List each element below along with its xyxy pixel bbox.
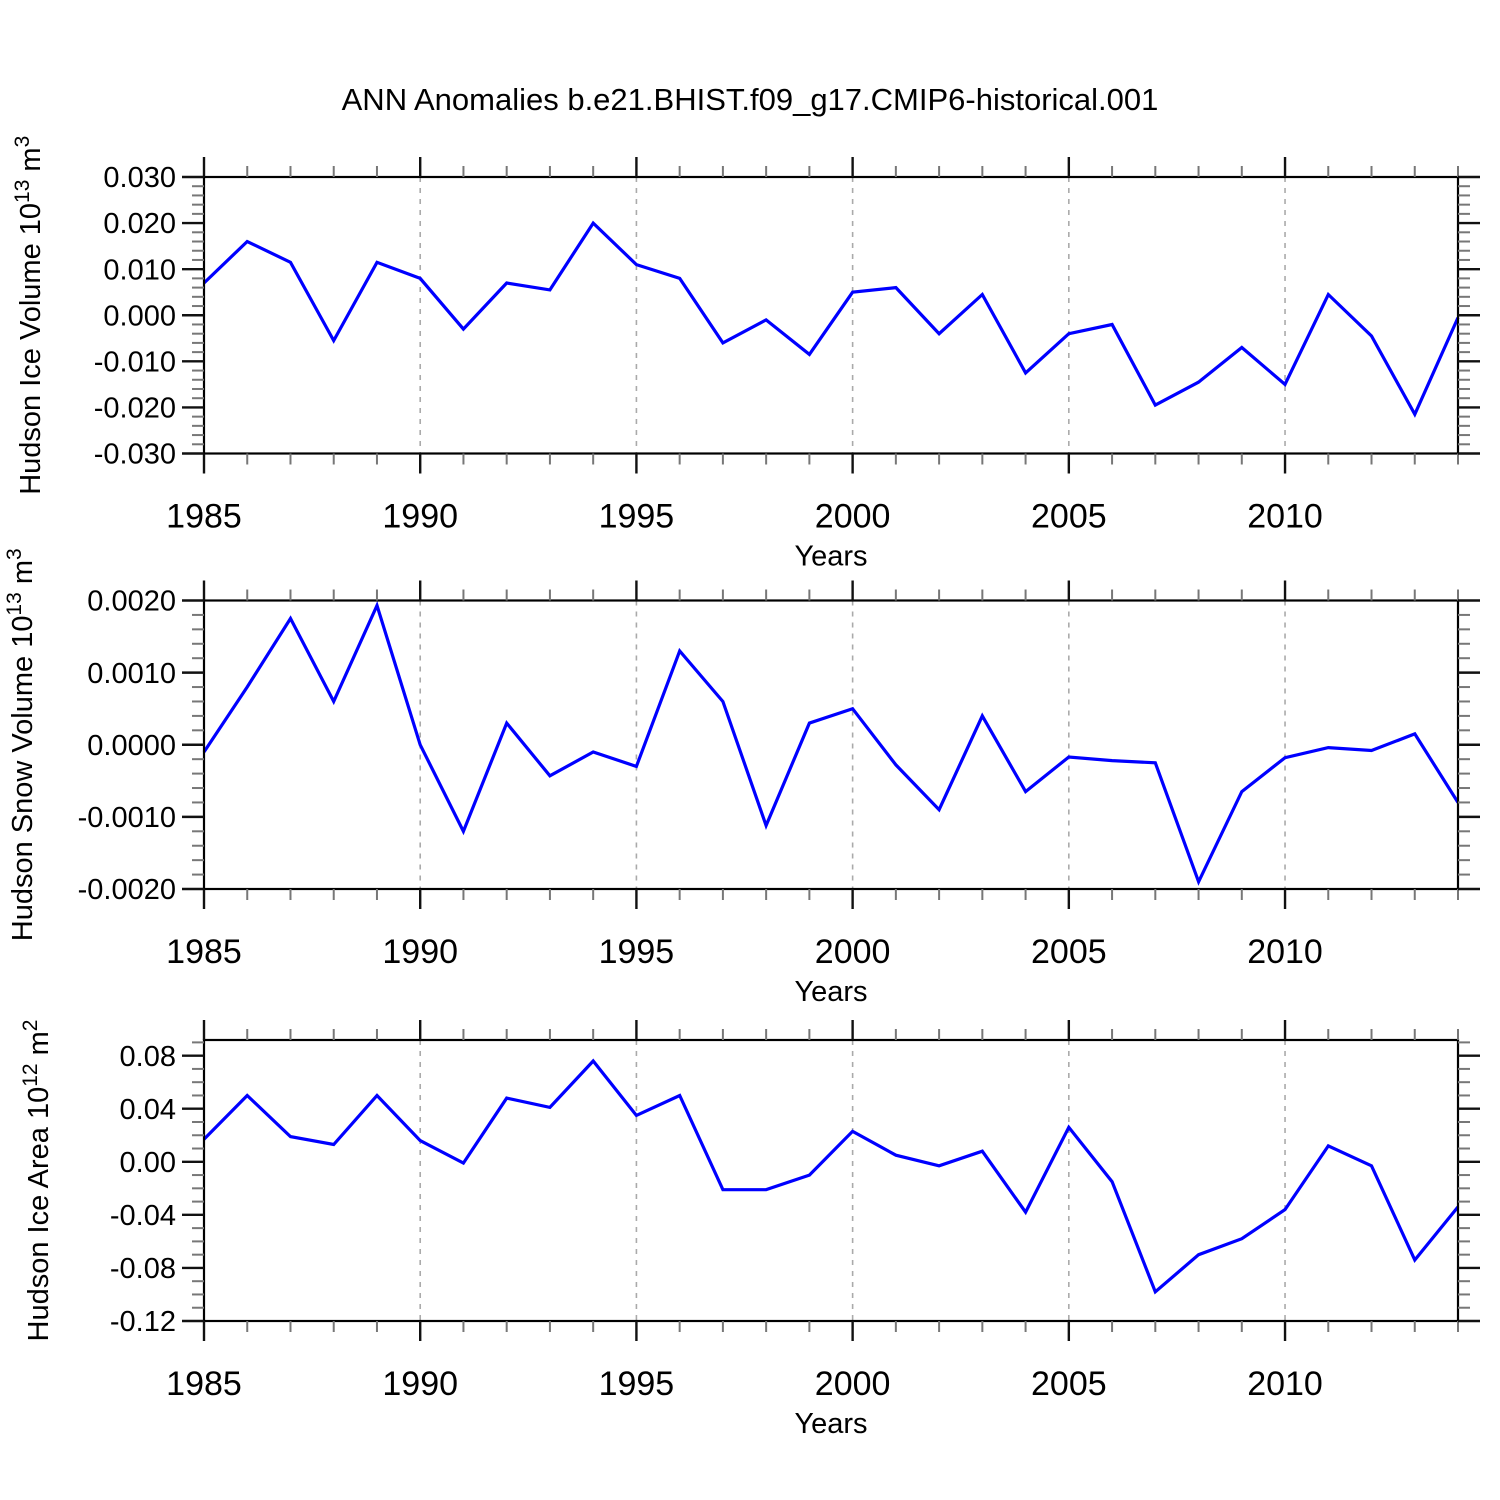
y-axis-title-part: Hudson Snow Volume 10 bbox=[7, 616, 39, 942]
x-axis-title: Years bbox=[794, 1408, 867, 1440]
y-axis-title-sup: 2 bbox=[19, 1020, 42, 1032]
y-tick-label: 0.000 bbox=[103, 300, 176, 332]
y-axis-title: Hudson Snow Volume 1013 m3 bbox=[3, 548, 39, 941]
x-tick-label: 2010 bbox=[1247, 933, 1323, 971]
y-tick-label: -0.08 bbox=[110, 1253, 176, 1285]
y-tick-label: 0.030 bbox=[103, 162, 176, 194]
x-tick-label: 2000 bbox=[815, 933, 891, 971]
x-axis-title: Years bbox=[794, 541, 867, 573]
y-tick-label: 0.0010 bbox=[87, 658, 176, 690]
x-tick-label: 1990 bbox=[382, 1365, 458, 1403]
snow-volume-line bbox=[202, 600, 1460, 886]
y-tick-label: -0.030 bbox=[94, 439, 176, 471]
x-tick-label: 2010 bbox=[1247, 498, 1323, 536]
snow-volume-frame bbox=[202, 599, 1460, 891]
y-axis-title-sup: 3 bbox=[3, 548, 26, 560]
x-axis-title: Years bbox=[794, 976, 867, 1008]
ice-volume-line bbox=[202, 220, 1460, 418]
y-axis-title-sup: 12 bbox=[19, 1063, 42, 1086]
y-axis-title-part: Hudson Ice Volume 10 bbox=[15, 203, 47, 495]
y-tick-label: -0.0010 bbox=[78, 802, 176, 834]
y-tick-label: -0.12 bbox=[110, 1306, 176, 1338]
x-tick-label: 2000 bbox=[815, 498, 891, 536]
x-tick-label: 1985 bbox=[166, 498, 242, 536]
y-axis-title-part: m bbox=[23, 1031, 55, 1063]
y-axis-title: Hudson Ice Area 1012 m2 bbox=[19, 1020, 55, 1342]
y-tick-label: -0.0020 bbox=[78, 874, 176, 906]
panel-snow-volume: 1985 1990 1995 2000 2005 2010 Years -0.0020 -0.0… bbox=[3, 548, 1480, 1008]
y-tick-label: 0.020 bbox=[103, 208, 176, 240]
y-axis-title-sup: 13 bbox=[11, 180, 34, 203]
chart-title: ANN Anomalies b.e21.BHIST.f09_g17.CMIP6-… bbox=[341, 82, 1159, 117]
x-tick-label: 1985 bbox=[166, 933, 242, 971]
x-tick-label: 2005 bbox=[1031, 1365, 1107, 1403]
y-axis-title-sup: 13 bbox=[3, 592, 26, 615]
y-axis-title-part: m bbox=[15, 147, 47, 179]
y-axis-title-part: Hudson Ice Area 10 bbox=[23, 1087, 55, 1342]
y-tick-label: -0.020 bbox=[94, 393, 176, 425]
x-tick-label: 1995 bbox=[599, 1365, 675, 1403]
panel-ice-area: 1985 1990 1995 2000 2005 2010 Years -0.12 -0.08 -… bbox=[19, 1020, 1480, 1440]
x-tick-label: 1990 bbox=[382, 498, 458, 536]
y-tick-label: 0.0000 bbox=[87, 730, 176, 762]
panel-ice-volume: 1985 1990 1995 2000 2005 2010 Years -0.030 -0.02… bbox=[11, 136, 1480, 573]
ice-area-frame bbox=[202, 1038, 1460, 1323]
x-tick-label: 2010 bbox=[1247, 1365, 1323, 1403]
ice-volume-frame bbox=[202, 175, 1460, 455]
ice-area-line bbox=[202, 1058, 1460, 1295]
x-tick-label: 2000 bbox=[815, 1365, 891, 1403]
y-tick-label: -0.010 bbox=[94, 346, 176, 378]
y-axis-title: Hudson Ice Volume 1013 m3 bbox=[11, 136, 47, 495]
x-tick-label: 1990 bbox=[382, 933, 458, 971]
x-tick-label: 2005 bbox=[1031, 933, 1107, 971]
x-tick-label: 1995 bbox=[599, 498, 675, 536]
y-axis-title-sup: 3 bbox=[11, 136, 34, 148]
y-axis-title-part: m bbox=[7, 560, 39, 592]
y-tick-label: 0.04 bbox=[120, 1094, 176, 1126]
y-tick-label: 0.010 bbox=[103, 254, 176, 286]
y-tick-label: 0.0020 bbox=[87, 586, 176, 618]
y-tick-label: 0.00 bbox=[120, 1147, 176, 1179]
y-tick-label: 0.08 bbox=[120, 1041, 176, 1073]
y-tick-label: -0.04 bbox=[110, 1200, 176, 1232]
x-tick-label: 1985 bbox=[166, 1365, 242, 1403]
x-tick-label: 1995 bbox=[599, 933, 675, 971]
x-tick-label: 2005 bbox=[1031, 498, 1107, 536]
